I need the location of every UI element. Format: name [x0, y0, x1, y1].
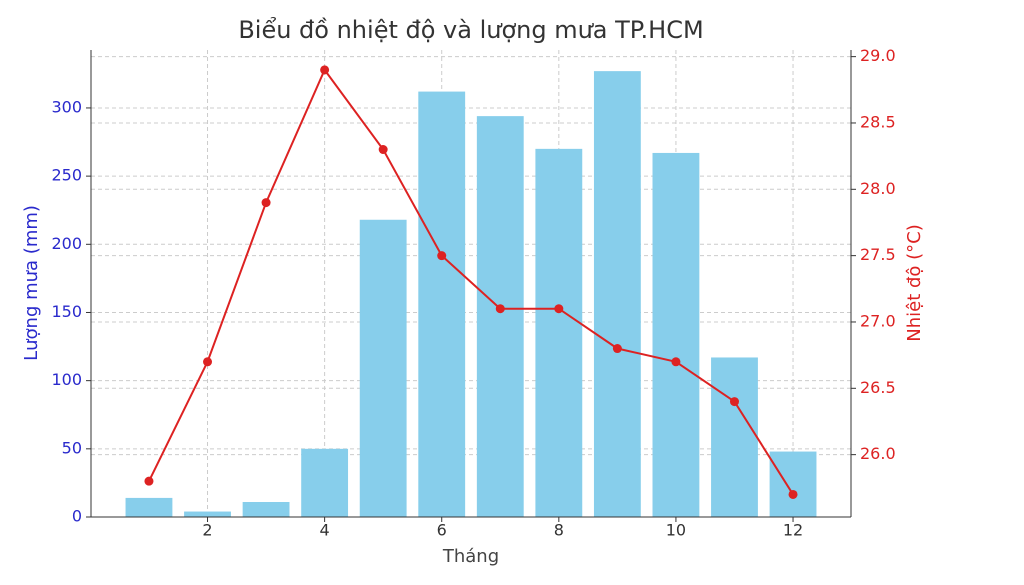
- y-tick-label: 200: [51, 234, 82, 253]
- bar: [711, 357, 758, 517]
- x-tick-label: 6: [437, 521, 447, 540]
- x-tick-label: 2: [202, 521, 212, 540]
- bar: [769, 451, 817, 517]
- point: [495, 304, 505, 314]
- y-tick-label: 100: [51, 370, 82, 389]
- bar: [418, 91, 466, 518]
- bar: [184, 511, 231, 517]
- point: [671, 357, 681, 367]
- y2-tick-label: 27.0: [860, 311, 896, 330]
- y2-tick-label: 29.0: [860, 46, 896, 65]
- point: [729, 397, 739, 407]
- y-tick-label: 0: [72, 507, 82, 526]
- point: [320, 65, 330, 75]
- bar: [476, 116, 524, 517]
- y2-tick-label: 27.5: [860, 245, 896, 264]
- point: [378, 145, 388, 155]
- y-tick-label: 300: [51, 97, 82, 116]
- point: [554, 304, 564, 314]
- point: [612, 344, 622, 354]
- bar: [652, 152, 700, 517]
- line: [148, 67, 794, 495]
- x-axis-label: Tháng: [442, 546, 499, 567]
- x-tick-label: 12: [783, 521, 803, 540]
- bar: [535, 148, 583, 518]
- y-tick-label: 50: [62, 438, 82, 457]
- point: [437, 251, 447, 261]
- x-tick-label: 10: [666, 521, 686, 540]
- y-tick-label: 150: [51, 302, 82, 321]
- x-tick-label: 4: [320, 521, 330, 540]
- y2-tick-label: 26.5: [860, 378, 896, 397]
- y2-tick-label: 26.0: [860, 444, 896, 463]
- y-axis-label: Lượng mưa (mm): [21, 205, 42, 361]
- point: [203, 357, 213, 367]
- bar: [359, 219, 407, 517]
- bar: [593, 71, 641, 517]
- x-tick-label: 8: [554, 521, 564, 540]
- y2-axis-label: Nhiệt độ (°C): [904, 224, 925, 342]
- point: [261, 198, 271, 208]
- y2-tick-label: 28.0: [860, 179, 896, 198]
- y-tick-label: 250: [51, 166, 82, 185]
- bar: [125, 497, 173, 517]
- point: [144, 476, 154, 486]
- chart-title: Biểu đồ nhiệt độ và lượng mưa TP.HCM: [238, 16, 703, 44]
- point: [788, 489, 798, 499]
- bar: [242, 502, 290, 517]
- bar: [301, 448, 349, 517]
- y2-tick-label: 28.5: [860, 112, 896, 131]
